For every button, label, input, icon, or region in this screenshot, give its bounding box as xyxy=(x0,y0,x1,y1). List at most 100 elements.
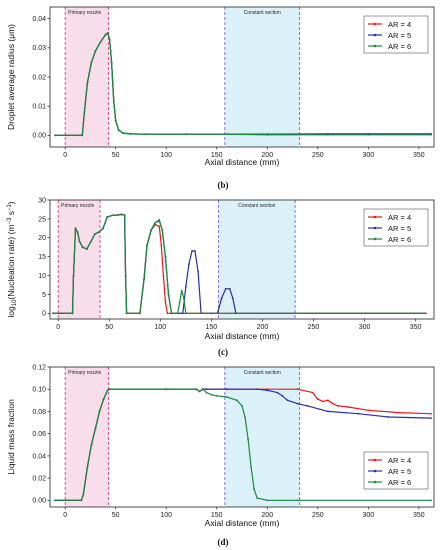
data-point xyxy=(110,61,113,64)
data-point xyxy=(54,134,56,137)
y-tick-label: 0.02 xyxy=(32,74,46,81)
data-point xyxy=(296,388,299,391)
legend-entry: AR = 6 xyxy=(388,235,411,244)
data-point xyxy=(195,388,198,391)
region-band xyxy=(224,7,300,147)
data-point xyxy=(210,393,213,396)
data-point xyxy=(143,278,145,281)
region-band xyxy=(58,200,101,319)
data-point xyxy=(72,274,75,277)
x-tick-label: 0 xyxy=(56,324,60,331)
y-tick-label: 25 xyxy=(38,216,46,223)
x-tick-label: 100 xyxy=(154,324,166,331)
legend: AR = 4 AR = 5 AR = 6 xyxy=(363,15,429,54)
x-tick-label: 350 xyxy=(413,152,425,159)
y-tick-label: 20 xyxy=(38,235,46,242)
y-axis-label-part: 10 xyxy=(12,299,18,306)
region-label: Primary nozzle xyxy=(61,203,94,209)
legend-entry: AR = 4 xyxy=(388,20,411,29)
legend-marker xyxy=(373,22,377,26)
x-tick-label: 50 xyxy=(105,324,113,331)
data-point xyxy=(71,312,74,315)
data-point xyxy=(99,41,102,43)
legend-entry: AR = 6 xyxy=(388,42,411,51)
y-tick-label: 0.06 xyxy=(32,431,46,438)
data-point xyxy=(182,297,185,300)
data-point xyxy=(76,231,79,234)
data-point xyxy=(256,497,259,499)
data-point xyxy=(191,250,193,252)
legend-entry: AR = 5 xyxy=(388,31,411,40)
data-point xyxy=(266,499,269,502)
data-point xyxy=(160,244,163,247)
y-tick-label: 0.01 xyxy=(32,104,46,111)
x-tick-label: 100 xyxy=(160,512,172,519)
data-point xyxy=(296,402,299,405)
data-point xyxy=(256,388,259,391)
data-point xyxy=(94,427,97,429)
x-tick-label: 350 xyxy=(413,512,425,519)
data-point xyxy=(198,390,201,393)
data-point xyxy=(117,129,120,132)
data-point xyxy=(106,389,109,392)
data-point xyxy=(154,221,157,224)
data-point xyxy=(162,274,165,277)
region-label: Primary nozzle xyxy=(68,10,101,16)
data-point xyxy=(86,81,89,84)
data-point xyxy=(197,270,200,273)
data-point xyxy=(170,312,173,315)
data-point xyxy=(102,398,105,401)
legend-marker xyxy=(373,44,377,48)
y-tick-label: 0.02 xyxy=(32,476,46,483)
data-point xyxy=(188,263,190,266)
legend: AR = 4 AR = 5 AR = 6 xyxy=(363,451,429,490)
legend-entry: AR = 6 xyxy=(388,478,411,487)
data-point xyxy=(327,410,329,413)
data-point xyxy=(176,312,179,315)
y-tick-label: 0.12 xyxy=(32,364,46,371)
panel-label: (c) xyxy=(218,347,228,357)
data-point xyxy=(327,399,329,402)
data-point xyxy=(129,133,132,135)
data-point xyxy=(424,312,427,315)
data-point xyxy=(321,400,324,403)
y-axis-label-part: s xyxy=(6,211,16,218)
y-tick-label: 0.04 xyxy=(32,16,46,23)
legend-entry: AR = 5 xyxy=(388,224,411,233)
data-point xyxy=(106,216,109,218)
y-tick-label: 0 xyxy=(42,311,46,318)
data-point xyxy=(241,405,243,407)
legend-marker xyxy=(373,226,377,230)
x-tick-label: 150 xyxy=(211,152,223,159)
data-point xyxy=(178,301,181,303)
plot-frame xyxy=(49,199,435,320)
data-point xyxy=(120,213,123,216)
data-point xyxy=(281,395,284,397)
y-tick-label: 0.10 xyxy=(32,387,46,394)
data-point xyxy=(367,133,370,136)
region-label: Constant section xyxy=(238,203,275,209)
data-point xyxy=(158,225,161,228)
data-point xyxy=(81,246,84,249)
data-point xyxy=(167,293,170,296)
data-point xyxy=(430,412,432,415)
data-point xyxy=(397,411,400,414)
y-axis-label-part: −3 xyxy=(7,217,13,225)
legend-marker xyxy=(373,458,377,462)
legend-entry: AR = 4 xyxy=(388,456,411,465)
data-point xyxy=(327,133,329,136)
data-point xyxy=(231,297,234,300)
data-point xyxy=(387,416,390,418)
data-point xyxy=(247,438,250,441)
x-tick-label: 300 xyxy=(362,512,374,519)
x-tick-label: 300 xyxy=(362,152,374,159)
data-point xyxy=(184,312,187,315)
data-point xyxy=(80,499,83,502)
panel-label: (d) xyxy=(218,537,229,547)
data-point xyxy=(225,388,228,391)
y-tick-label: 10 xyxy=(38,273,46,280)
x-tick-label: 200 xyxy=(257,324,269,331)
x-tick-label: 300 xyxy=(359,324,371,331)
panel-label: (b) xyxy=(218,180,229,190)
data-point xyxy=(94,49,97,52)
